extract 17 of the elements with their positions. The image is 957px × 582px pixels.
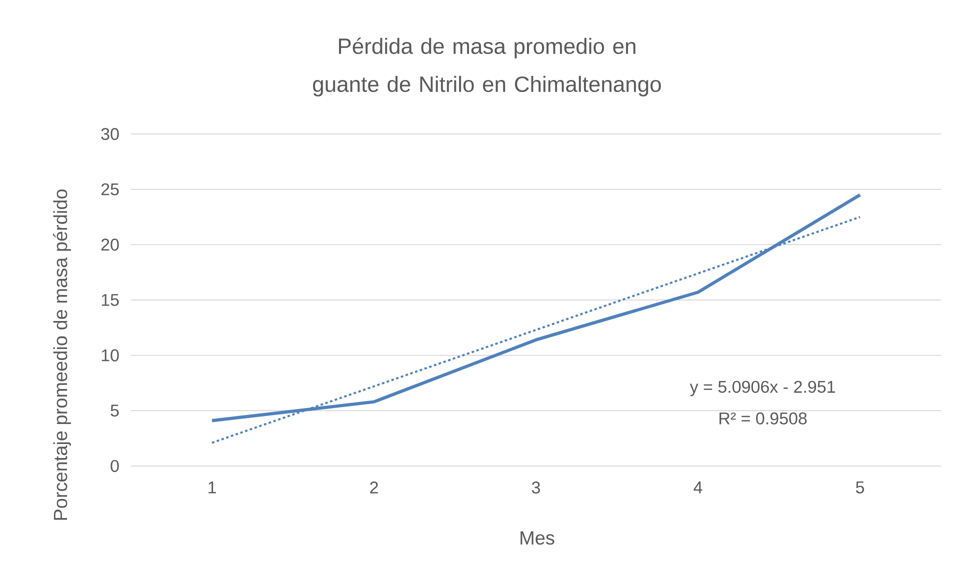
y-tick-label: 15 (102, 294, 119, 306)
x-tick-label: 3 (532, 482, 540, 494)
y-tick-label: 25 (101, 183, 119, 196)
x-tick-label: 2 (370, 482, 378, 494)
x-tick-label: 4 (694, 482, 702, 494)
x-tick-label: 1 (208, 482, 216, 494)
y-tick-label: 30 (101, 128, 119, 140)
annotation: y = 5.0906x - 2.951 (690, 380, 835, 396)
y-tick-label: 0 (110, 460, 119, 472)
x-axis-title: Mes (520, 531, 554, 545)
y-tick-label: 20 (101, 238, 119, 251)
y-axis-title: Porcentaje promeedio de masa pérdido (53, 190, 71, 520)
chart-title: Pérdida de masa promedio en guante de Nitrilo en Chimaltenango (313, 38, 661, 96)
x-tick-label: 5 (856, 482, 864, 494)
y-tick-label: 10 (102, 349, 119, 362)
annotation: R² = 0.9508 (720, 412, 807, 424)
y-tick-label: 5 (110, 404, 119, 417)
